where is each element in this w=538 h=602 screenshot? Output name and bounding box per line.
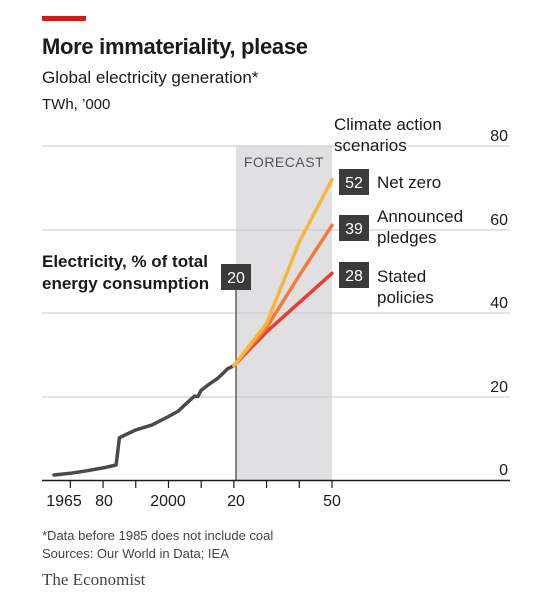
x-axis-labels: 1965 80 2000 20 50 <box>46 493 341 510</box>
electricity-share-value: 20 <box>227 270 245 287</box>
forecast-label: FORECAST <box>244 154 324 170</box>
announced-pledges-label-line1: Announced <box>377 207 463 226</box>
net-zero-share: 52 <box>345 175 363 192</box>
x-tick-label-2000: 2000 <box>150 493 186 510</box>
brand-wordmark: The Economist <box>42 570 146 589</box>
electricity-share-badge <box>221 264 251 290</box>
y-tick-0: 0 <box>499 462 508 479</box>
scenario-heading-line1: Climate action <box>334 115 442 134</box>
scenario-heading-line2: scenarios <box>334 136 407 155</box>
electricity-share-label-line2: energy consumption <box>42 274 209 293</box>
series-line-net-zero <box>232 177 334 368</box>
x-tick-label-20: 20 <box>227 493 245 510</box>
net-zero-label: Net zero <box>377 173 441 192</box>
y-tick-40: 40 <box>490 295 508 312</box>
stated-policies-share: 28 <box>345 268 363 285</box>
stated-policies-label-line2: policies <box>377 288 434 307</box>
y-tick-80: 80 <box>490 128 508 145</box>
units-label: TWh, ’000 <box>42 96 111 113</box>
series-lines <box>52 177 334 477</box>
x-axis-ticks <box>69 480 333 488</box>
announced-pledges-badge <box>339 215 369 241</box>
x-tick-label-1965: 1965 <box>46 493 82 510</box>
chart-title: More immateriality, please <box>42 34 308 59</box>
announced-pledges-label-line2: pledges <box>377 228 437 247</box>
footnote-note: *Data before 1985 does not include coal <box>42 528 274 543</box>
chart-subtitle: Global electricity generation* <box>42 68 259 87</box>
footnote-sources: Sources: Our World in Data; IEA <box>42 546 229 561</box>
y-tick-60: 60 <box>490 212 508 229</box>
x-tick-label-80: 80 <box>95 493 113 510</box>
announced-pledges-share: 39 <box>345 221 363 238</box>
accent-bar <box>42 16 86 21</box>
y-tick-20: 20 <box>490 379 508 396</box>
x-tick-label-50: 50 <box>323 493 341 510</box>
net-zero-badge <box>339 169 369 195</box>
stated-policies-badge <box>339 262 369 288</box>
electricity-share-label-line1: Electricity, % of total <box>42 252 208 271</box>
series-line-history <box>52 363 236 477</box>
stated-policies-label-line1: Stated <box>377 267 426 286</box>
